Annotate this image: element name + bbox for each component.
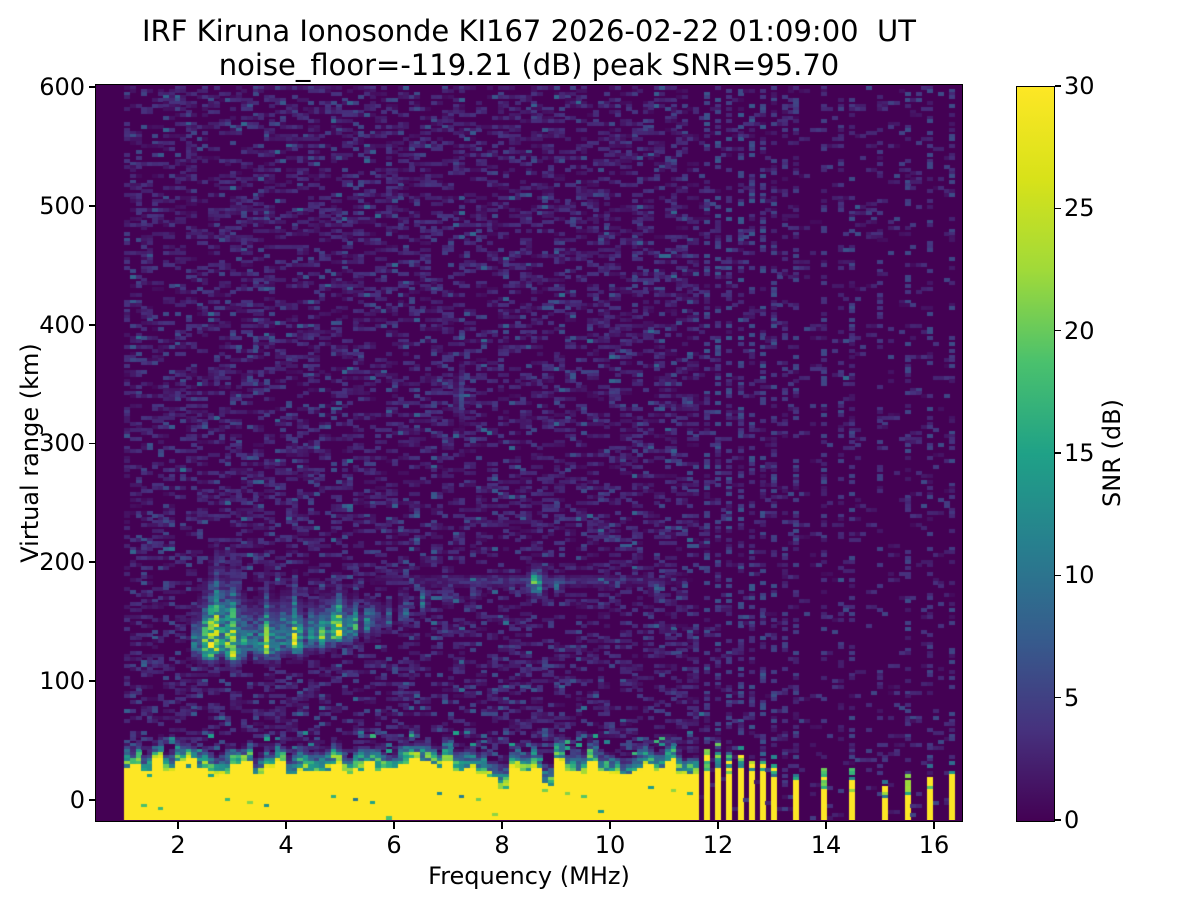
x-tick-mark (393, 822, 395, 829)
y-tick-label: 400 (39, 310, 85, 339)
x-tick-label: 12 (702, 831, 734, 859)
x-tick-mark (717, 822, 719, 829)
chart-subtitle: noise_floor=-119.21 (dB) peak SNR=95.70 (218, 48, 840, 82)
colorbar-label: SNR (dB) (1098, 399, 1126, 507)
y-tick-mark (89, 799, 96, 801)
y-tick-label: 100 (39, 667, 85, 696)
y-tick-mark (89, 323, 96, 326)
x-tick-mark (501, 822, 503, 829)
colorbar-tick-mark (1055, 329, 1061, 332)
colorbar-tick-label: 5 (1064, 683, 1080, 712)
x-tick-mark (933, 822, 935, 829)
colorbar-tick-mark (1055, 574, 1061, 577)
colorbar (1016, 86, 1055, 822)
y-tick-mark (89, 680, 96, 682)
colorbar-tick-mark (1055, 452, 1061, 454)
y-tick-mark (89, 86, 96, 88)
colorbar-tick-label: 25 (1064, 194, 1095, 223)
ionogram-heatmap (97, 86, 961, 820)
colorbar-tick-label: 20 (1064, 316, 1095, 345)
colorbar-tick-label: 30 (1064, 72, 1095, 100)
colorbar-tick-label: 10 (1064, 561, 1095, 590)
x-tick-label: 4 (278, 831, 294, 859)
y-tick-label: 200 (39, 548, 85, 577)
colorbar-tick-mark (1055, 207, 1061, 210)
x-tick-mark (285, 822, 287, 829)
colorbar-tick-mark (1055, 696, 1061, 699)
colorbar-tick-mark (1055, 819, 1061, 821)
y-axis-label: Virtual range (km) (16, 343, 44, 563)
chart-title: IRF Kiruna Ionosonde KI167 2026-02-22 01… (142, 14, 916, 48)
y-tick-mark (89, 442, 96, 445)
x-tick-label: 14 (810, 831, 842, 859)
x-tick-mark (177, 822, 179, 829)
x-axis-label: Frequency (MHz) (428, 862, 630, 890)
y-tick-label: 0 (69, 785, 85, 814)
x-tick-label: 16 (918, 831, 950, 859)
colorbar-tick-label: 15 (1064, 439, 1095, 467)
colorbar-tick-label: 0 (1064, 806, 1080, 834)
x-tick-mark (609, 822, 611, 829)
y-tick-mark (89, 205, 96, 207)
y-tick-label: 500 (39, 191, 85, 220)
y-tick-label: 600 (39, 73, 85, 102)
colorbar-tick-mark (1055, 85, 1061, 87)
x-tick-label: 8 (494, 831, 510, 859)
x-tick-label: 2 (170, 831, 186, 859)
y-tick-mark (89, 561, 96, 564)
x-tick-mark (825, 822, 827, 829)
y-tick-label: 300 (39, 429, 85, 458)
x-tick-label: 6 (386, 831, 402, 859)
x-tick-label: 10 (594, 831, 626, 859)
